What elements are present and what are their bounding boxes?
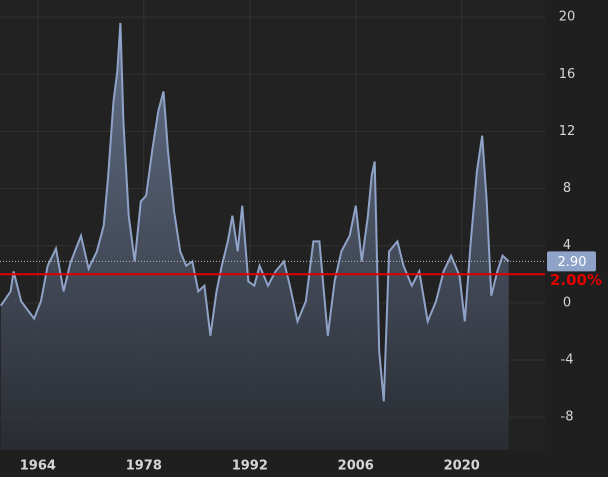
- y-tick-label: -4: [561, 353, 574, 368]
- y-tick-label: 0: [563, 295, 571, 310]
- y-tick-label: -8: [561, 410, 574, 425]
- x-tick-label: 2020: [444, 459, 480, 474]
- y-tick-label: 4: [563, 238, 571, 253]
- x-tick-label: 2006: [338, 459, 374, 474]
- line: [0, 22, 510, 402]
- x-tick-label: 1978: [126, 459, 162, 474]
- y-tick-label: 16: [559, 67, 576, 82]
- area: [0, 22, 509, 451]
- x-tick-label: 1992: [232, 459, 268, 474]
- y-tick-label: 8: [563, 181, 571, 196]
- reference-label: 2.00%: [550, 271, 602, 289]
- last-value-label: 2.90: [558, 255, 587, 270]
- x-tick-label: 1964: [20, 459, 56, 474]
- last-value-box: [547, 251, 596, 272]
- y-tick-label: 12: [559, 124, 576, 139]
- y-tick-label: 20: [559, 10, 576, 25]
